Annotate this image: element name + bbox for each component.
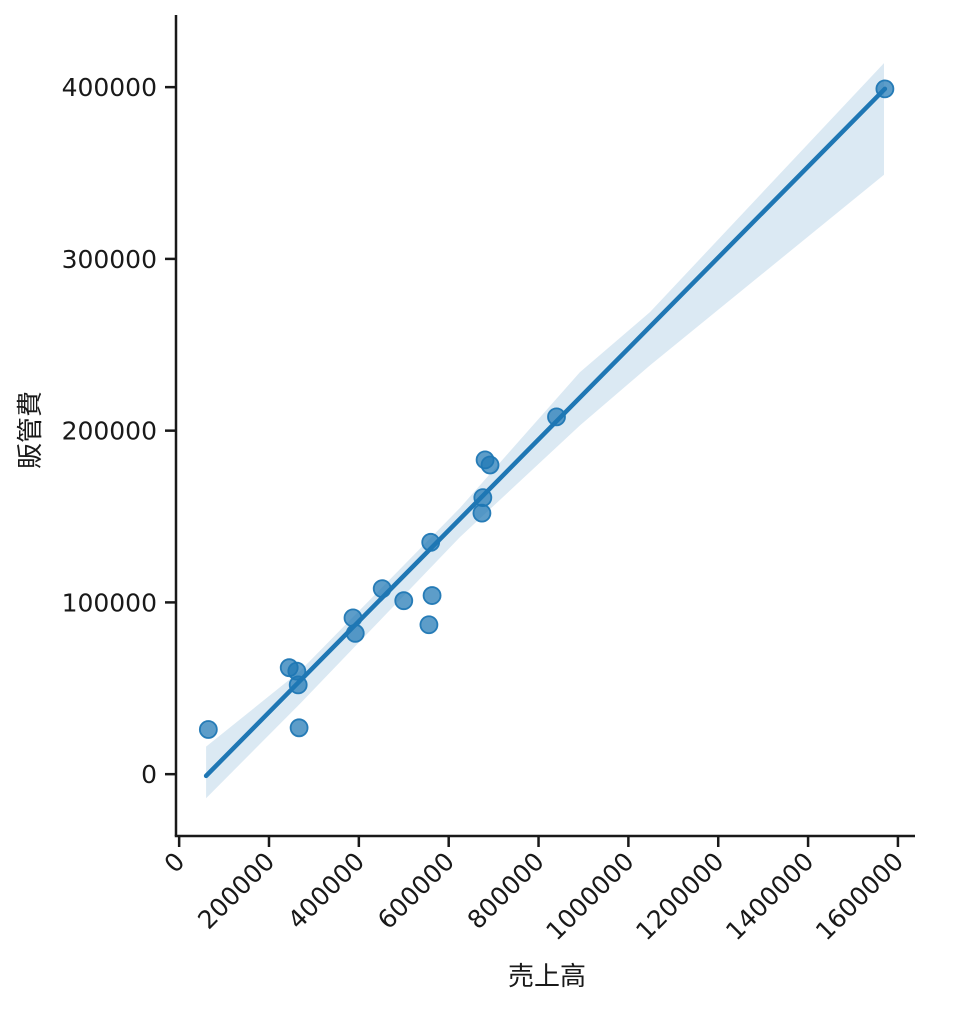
x-tick-label: 1400000 xyxy=(720,847,819,946)
scatter-point xyxy=(421,532,441,552)
x-tick-label: 800000 xyxy=(462,847,550,935)
y-tick-label: 0 xyxy=(141,760,157,789)
scatter-point xyxy=(419,615,439,635)
x-tick-label: 1000000 xyxy=(540,847,639,946)
scatter-point xyxy=(480,455,500,475)
x-tick-label: 1600000 xyxy=(810,847,909,946)
y-tick-label: 400000 xyxy=(62,73,157,102)
scatter-point xyxy=(422,586,442,605)
scatter-point xyxy=(547,407,566,427)
x-tick-label: 200000 xyxy=(192,847,280,935)
scatter-point xyxy=(372,579,392,599)
regression-line xyxy=(203,86,888,779)
y-axis-title: 販管費 xyxy=(16,390,46,470)
scatter-point xyxy=(394,591,414,611)
x-tick-label: 1200000 xyxy=(630,847,729,946)
x-axis-title: 売上高 xyxy=(507,962,587,992)
scatter-point xyxy=(345,623,365,643)
y-tick-label: 100000 xyxy=(62,588,157,617)
x-tick-label: 400000 xyxy=(282,847,370,935)
scatter-point xyxy=(343,608,363,628)
scatter-point xyxy=(288,675,308,695)
x-tick-label: 0 xyxy=(159,847,191,879)
scatter-point xyxy=(875,79,895,99)
scatter-point xyxy=(472,503,492,523)
y-tick-label: 200000 xyxy=(62,417,157,446)
x-tick-label: 600000 xyxy=(372,847,460,935)
scatter-point xyxy=(198,720,218,739)
scatter-point xyxy=(289,718,309,738)
scatter-point xyxy=(473,488,493,508)
y-tick-label: 300000 xyxy=(62,245,157,274)
